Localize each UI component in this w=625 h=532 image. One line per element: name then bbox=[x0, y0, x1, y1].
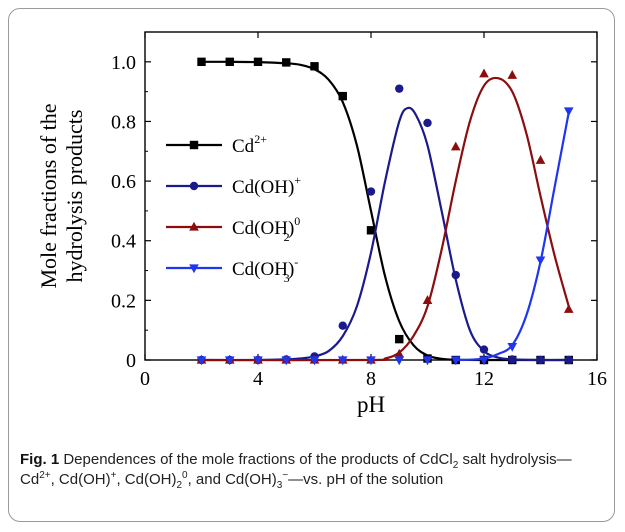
y-tick-label: 0.4 bbox=[111, 231, 136, 253]
data-point bbox=[507, 70, 518, 79]
y-tick-label: 0.6 bbox=[111, 171, 136, 193]
data-point bbox=[309, 356, 320, 366]
x-tick-label: 0 bbox=[140, 368, 150, 390]
legend-label-sub: 3 bbox=[284, 271, 290, 285]
data-point bbox=[535, 256, 546, 266]
data-point bbox=[337, 356, 348, 366]
x-tick-label: 8 bbox=[366, 368, 376, 390]
data-point bbox=[535, 155, 546, 164]
data-point bbox=[366, 226, 376, 235]
data-point bbox=[197, 57, 206, 67]
data-point bbox=[253, 356, 263, 366]
y-tick-label: 1.0 bbox=[111, 52, 136, 74]
data-point bbox=[253, 57, 263, 67]
data-point bbox=[224, 356, 235, 366]
x-tick-label: 16 bbox=[587, 368, 607, 390]
x-tick-label: 4 bbox=[253, 368, 263, 390]
legend-label: Cd2+ bbox=[232, 132, 267, 157]
legend-label: Cd(OH)- bbox=[232, 255, 298, 280]
data-point bbox=[394, 348, 405, 358]
x-tick-label: 12 bbox=[474, 368, 494, 390]
legend-label-sub: 2 bbox=[284, 230, 290, 244]
data-point bbox=[564, 355, 573, 365]
data-point bbox=[282, 58, 291, 67]
data-point bbox=[395, 84, 404, 93]
data-point bbox=[563, 304, 574, 313]
legend-label: Cd(OH)0 bbox=[232, 214, 300, 239]
data-point bbox=[508, 355, 517, 364]
series-2 bbox=[196, 68, 574, 364]
y-axis-label-line2: hydrolysis products bbox=[62, 110, 87, 283]
legend-marker bbox=[189, 264, 199, 274]
data-point bbox=[338, 321, 347, 330]
data-point bbox=[422, 295, 433, 304]
legend-marker bbox=[189, 181, 199, 191]
data-point bbox=[507, 342, 518, 352]
y-tick-label: 0.2 bbox=[111, 290, 136, 312]
y-tick-label: 0 bbox=[126, 350, 136, 372]
y-tick-label: 0.8 bbox=[111, 111, 136, 133]
x-axis-label: pH bbox=[357, 392, 385, 417]
series-line bbox=[455, 112, 570, 362]
data-point bbox=[563, 107, 574, 117]
figure-caption: Fig. 1 Dependences of the mole fractions… bbox=[20, 451, 572, 491]
data-point bbox=[451, 270, 460, 280]
legend-marker bbox=[189, 221, 199, 231]
data-point bbox=[281, 356, 292, 366]
data-point bbox=[536, 355, 545, 365]
data-point bbox=[366, 356, 376, 366]
data-point bbox=[196, 356, 207, 366]
data-point bbox=[366, 187, 376, 196]
caption-text: Dependences of the mole fractions of the… bbox=[59, 451, 453, 468]
data-point bbox=[450, 141, 461, 151]
series-line bbox=[201, 60, 569, 362]
legend: Cd2+ Cd(OH)+ Cd(OH)02 Cd(OH)-3 bbox=[166, 132, 301, 285]
legend-marker bbox=[189, 140, 199, 150]
series-line bbox=[201, 106, 569, 362]
y-axis-label-line1: Mole fractions of the bbox=[36, 103, 61, 288]
data-point bbox=[423, 118, 432, 128]
chart: 0 4 8 12 16 0 0.2 0.4 0.6 0.8 1.0 pH Mole fractions … bbox=[36, 31, 607, 417]
data-point bbox=[422, 356, 433, 366]
data-point bbox=[310, 62, 319, 71]
data-point bbox=[479, 345, 489, 354]
data-point bbox=[450, 356, 461, 366]
series-3 bbox=[196, 107, 574, 366]
data-point bbox=[395, 334, 404, 344]
legend-label: Cd(OH)+ bbox=[232, 173, 301, 198]
data-point bbox=[225, 57, 234, 67]
caption-label: Fig. 1 bbox=[20, 451, 60, 468]
data-point bbox=[394, 356, 405, 366]
data-point bbox=[338, 91, 347, 101]
data-point bbox=[479, 68, 489, 78]
plot-area-frame bbox=[144, 31, 598, 361]
series-line bbox=[201, 76, 570, 362]
data-point bbox=[479, 356, 489, 366]
